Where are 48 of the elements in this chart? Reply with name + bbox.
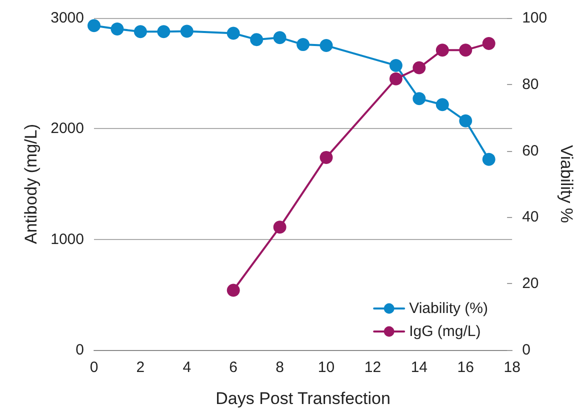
x-tick-label: 18 bbox=[504, 359, 520, 376]
point bbox=[459, 114, 472, 128]
point bbox=[320, 150, 333, 164]
x-tick-label: 2 bbox=[136, 359, 145, 376]
point bbox=[273, 31, 286, 44]
point bbox=[250, 33, 264, 46]
x-tick-label: 4 bbox=[182, 359, 192, 376]
legend-label: IgG (mg/L) bbox=[409, 323, 481, 340]
y-tick-label: 3000 bbox=[50, 10, 84, 26]
point bbox=[389, 58, 402, 72]
point bbox=[482, 152, 496, 166]
x-axis-title: Days Post Transfection bbox=[216, 389, 390, 408]
y2-tick-label: 20 bbox=[522, 275, 539, 292]
x-tick-label: 14 bbox=[410, 359, 428, 376]
point bbox=[296, 38, 310, 52]
y2-tick-label: 80 bbox=[522, 76, 539, 93]
point bbox=[389, 72, 402, 86]
y2-tick-label: 0 bbox=[522, 342, 530, 358]
y2-tick-label: 100 bbox=[522, 10, 548, 26]
x-tick-label: 8 bbox=[276, 359, 284, 376]
x-tick-label: 0 bbox=[90, 359, 98, 376]
point bbox=[459, 44, 472, 57]
y-axis-title: Antibody (mg/L) bbox=[22, 124, 41, 244]
point bbox=[110, 22, 124, 36]
x-tick-label: 12 bbox=[364, 359, 382, 376]
point bbox=[412, 61, 426, 74]
legend-label: Viability (%) bbox=[409, 300, 488, 317]
point bbox=[482, 36, 496, 50]
point bbox=[134, 25, 147, 38]
y-tick-label: 1000 bbox=[50, 230, 84, 248]
x-tick-label: 10 bbox=[318, 359, 335, 376]
point bbox=[226, 26, 240, 40]
point bbox=[88, 19, 100, 32]
y2-axis-title: Viability % bbox=[557, 144, 576, 224]
y-tick-label: 0 bbox=[76, 342, 84, 358]
y2-tick-label: 40 bbox=[522, 208, 539, 226]
point bbox=[436, 44, 449, 57]
x-tick-label: 6 bbox=[229, 359, 238, 376]
y-tick-label: 2000 bbox=[50, 120, 84, 138]
point bbox=[180, 24, 194, 38]
point bbox=[226, 284, 240, 297]
point bbox=[412, 92, 426, 106]
point bbox=[273, 220, 286, 234]
point bbox=[320, 39, 333, 52]
x-tick-label: 16 bbox=[457, 359, 474, 376]
y2-tick-label: 60 bbox=[522, 142, 539, 160]
point bbox=[436, 98, 449, 112]
point bbox=[157, 25, 170, 38]
